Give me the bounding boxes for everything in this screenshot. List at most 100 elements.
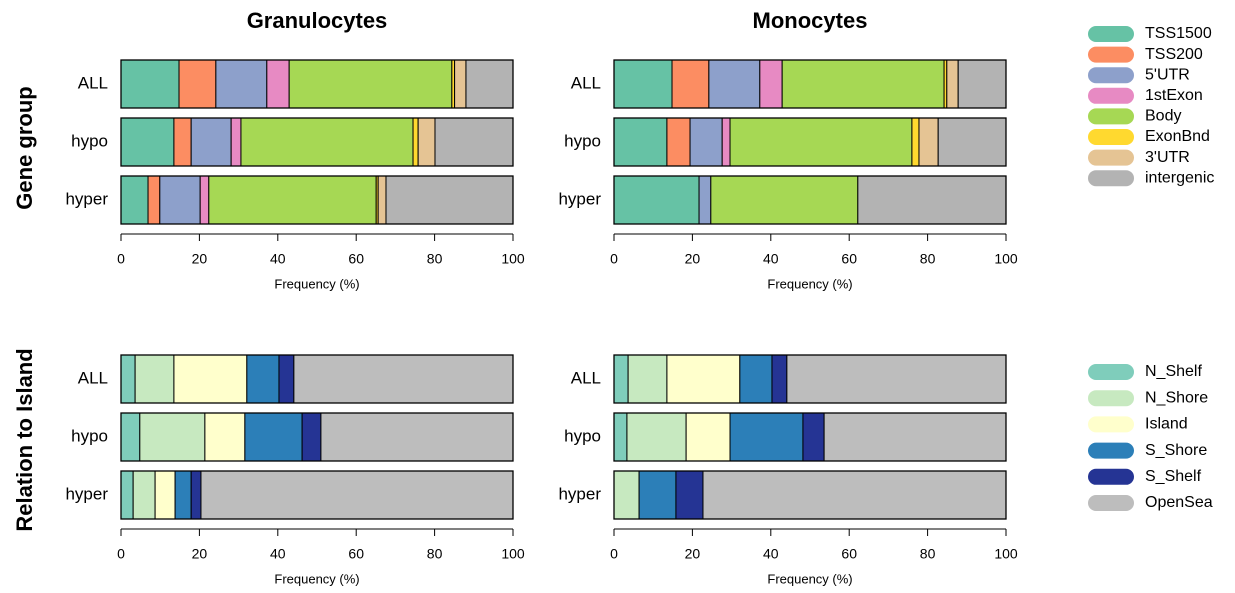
bar-segment: [204, 412, 246, 462]
category-label: hypo: [564, 131, 601, 150]
legend-label: 5'UTR: [1145, 66, 1190, 83]
bar-segment: [946, 59, 959, 109]
x-tick-label: 20: [685, 546, 701, 562]
bar-segment: [417, 117, 436, 167]
legend-swatch: [1088, 442, 1134, 459]
bar-segment: [675, 470, 704, 520]
bar-segment: [911, 117, 920, 167]
bar-outline: [613, 470, 1007, 520]
bar-segment: [708, 59, 761, 109]
bar-segment: [613, 412, 628, 462]
bar-segment: [244, 412, 303, 462]
bar-segment: [739, 354, 773, 404]
bar-segment: [147, 175, 161, 225]
x-tick-label: 40: [270, 546, 286, 562]
category-label: ALL: [571, 368, 601, 387]
x-axis-label: Frequency (%): [274, 276, 359, 291]
bar-segment: [937, 117, 1007, 167]
bar-segment: [689, 117, 723, 167]
bar-segment: [120, 412, 141, 462]
bar-segment: [666, 117, 691, 167]
legend-label: N_Shore: [1145, 389, 1208, 406]
bar-segment: [857, 175, 1007, 225]
category-label: hypo: [71, 426, 108, 445]
x-axis-label: Frequency (%): [274, 571, 359, 586]
legend-label: 1stExon: [1145, 87, 1203, 104]
row-title: Gene group: [12, 86, 37, 209]
legend-label: intergenic: [1145, 169, 1214, 186]
bar-segment: [200, 470, 514, 520]
bar-segment: [702, 470, 1007, 520]
bar-segment: [278, 354, 295, 404]
bar-segment: [465, 59, 514, 109]
row-title: Relation to Island: [12, 348, 37, 531]
x-tick-label: 20: [685, 251, 701, 267]
legend-swatch: [1088, 108, 1134, 125]
bar-segment: [174, 470, 192, 520]
x-axis-label: Frequency (%): [767, 276, 852, 291]
bar-segment: [320, 412, 514, 462]
bar-segment: [120, 59, 180, 109]
bar-segment: [199, 175, 210, 225]
bar-segment: [613, 175, 700, 225]
bar-outline: [120, 470, 514, 520]
bar-segment: [154, 470, 176, 520]
x-tick-label: 40: [763, 546, 779, 562]
category-label: hyper: [558, 484, 601, 503]
bar-segment: [771, 354, 788, 404]
legend-swatch: [1088, 87, 1134, 104]
category-label: hypo: [71, 131, 108, 150]
bar-segment: [173, 117, 192, 167]
bar-outline: [613, 412, 1007, 462]
bar-segment: [613, 354, 629, 404]
x-tick-label: 0: [117, 251, 125, 267]
bar-segment: [120, 175, 149, 225]
bar-segment: [671, 59, 710, 109]
x-tick-label: 20: [192, 251, 208, 267]
bar-segment: [786, 354, 1007, 404]
x-tick-label: 100: [994, 251, 1018, 267]
bar-segment: [293, 354, 514, 404]
x-tick-label: 0: [117, 546, 125, 562]
bar-segment: [802, 412, 825, 462]
bar-segment: [215, 59, 268, 109]
x-tick-label: 60: [841, 546, 857, 562]
legend-label: TSS1500: [1145, 25, 1212, 42]
bar-outline: [613, 117, 1007, 167]
bar-segment: [685, 412, 731, 462]
bar-segment: [781, 59, 945, 109]
legend-swatch: [1088, 364, 1134, 380]
bar-segment: [134, 354, 175, 404]
bar-segment: [173, 354, 248, 404]
bar-segment: [120, 354, 136, 404]
bar-segment: [627, 354, 668, 404]
bar-segment: [190, 117, 232, 167]
x-tick-label: 20: [192, 546, 208, 562]
bar-segment: [823, 412, 1007, 462]
bar-segment: [957, 59, 1007, 109]
bar-outline: [613, 175, 1007, 225]
category-label: hyper: [558, 189, 601, 208]
legend-swatch: [1088, 46, 1134, 63]
bar-segment: [132, 470, 156, 520]
x-tick-label: 60: [348, 546, 364, 562]
x-tick-label: 0: [610, 546, 618, 562]
x-tick-label: 40: [270, 251, 286, 267]
legend-label: Island: [1145, 416, 1188, 433]
category-label: hyper: [65, 484, 108, 503]
legend-label: S_Shelf: [1145, 468, 1202, 485]
bar-outline: [120, 412, 514, 462]
bar-segment: [918, 117, 939, 167]
legend-swatch: [1088, 390, 1134, 407]
bar-segment: [230, 117, 242, 167]
bar-segment: [301, 412, 322, 462]
x-tick-label: 80: [920, 546, 936, 562]
category-label: ALL: [571, 73, 601, 92]
bar-outline: [120, 354, 514, 404]
bar-segment: [666, 354, 741, 404]
bar-segment: [710, 175, 859, 225]
bar-segment: [434, 117, 514, 167]
legend-swatch: [1088, 495, 1134, 511]
x-tick-label: 100: [501, 546, 525, 562]
legend-swatch: [1088, 416, 1134, 433]
